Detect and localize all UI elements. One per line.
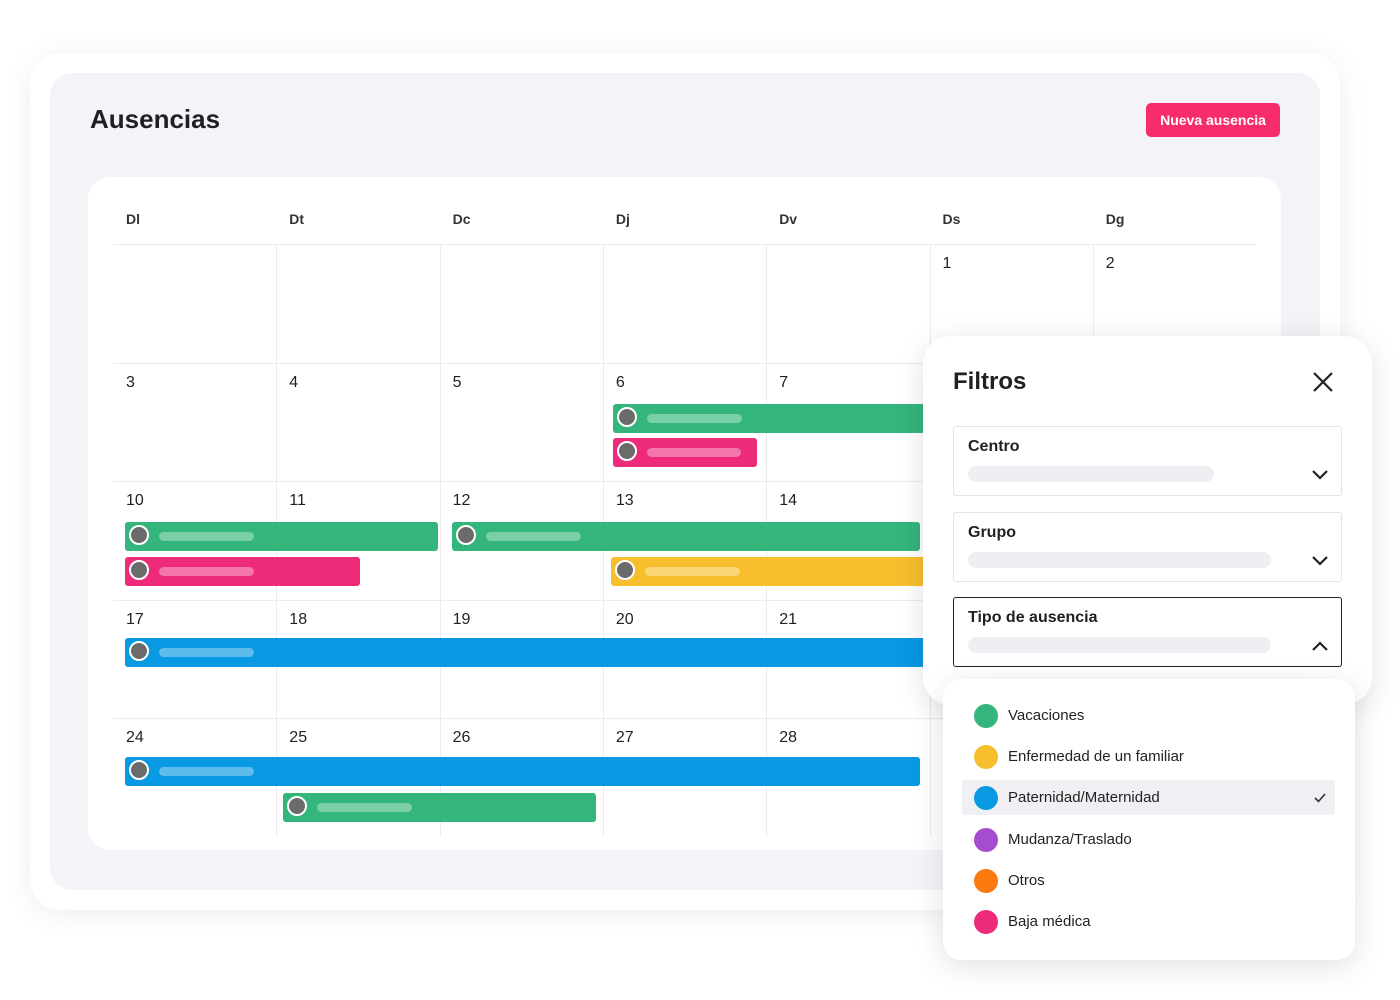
absence-bar[interactable] bbox=[125, 522, 438, 551]
avatar bbox=[129, 560, 149, 580]
row-divider bbox=[113, 718, 1256, 719]
chevron bbox=[1312, 555, 1328, 566]
filters-title: Filtros bbox=[953, 368, 1027, 395]
column-divider bbox=[439, 244, 441, 837]
option-label: Otros bbox=[1008, 871, 1045, 889]
option-label: Paternidad/Maternidad bbox=[1008, 789, 1160, 807]
absence-bar[interactable] bbox=[125, 757, 920, 786]
name-placeholder bbox=[647, 414, 742, 423]
absence-type-option[interactable]: Otros bbox=[962, 863, 1335, 898]
day-number: 18 bbox=[289, 610, 308, 628]
day-number: 1 bbox=[942, 255, 952, 272]
color-dot bbox=[974, 827, 998, 852]
day-number: 14 bbox=[779, 492, 797, 509]
absence-type-list: Vacaciones Enfermedad de un familiar Pater… bbox=[943, 679, 1355, 960]
absence-bar[interactable] bbox=[125, 638, 1005, 667]
color-dot bbox=[974, 745, 998, 770]
field-placeholder bbox=[968, 637, 1271, 653]
day-number: 20 bbox=[615, 610, 634, 628]
absence-type-option[interactable]: Vacaciones bbox=[962, 698, 1335, 733]
weekday-label: Dg bbox=[1105, 211, 1125, 227]
name-placeholder bbox=[486, 532, 581, 541]
option-label: Enfermedad de un familiar bbox=[1008, 748, 1184, 766]
option-label: Mudanza/Traslado bbox=[1008, 830, 1132, 848]
absence-bar[interactable] bbox=[283, 793, 596, 822]
chevron bbox=[1312, 641, 1328, 651]
name-placeholder bbox=[159, 767, 254, 776]
weekday-label: Dt bbox=[289, 211, 305, 227]
chevron bbox=[1312, 470, 1328, 480]
absence-bar[interactable] bbox=[452, 522, 920, 551]
header-divider bbox=[113, 244, 1256, 245]
day-number: 19 bbox=[452, 610, 471, 628]
day-number: 17 bbox=[126, 610, 144, 628]
absence-type-option[interactable]: Enfermedad de un familiar bbox=[962, 739, 1335, 774]
day-number: 26 bbox=[452, 729, 471, 746]
day-number: 6 bbox=[615, 373, 625, 391]
avatar bbox=[129, 641, 149, 661]
field-label: Grupo bbox=[968, 523, 1016, 541]
field-placeholder bbox=[968, 551, 1271, 568]
day-number: 12 bbox=[452, 492, 471, 509]
name-placeholder bbox=[645, 567, 740, 576]
absence-type-option[interactable]: Paternidad/Maternidad bbox=[962, 780, 1335, 816]
day-number: 28 bbox=[779, 729, 797, 746]
option-label: Baja médica bbox=[1008, 913, 1091, 930]
day-number: 24 bbox=[126, 729, 144, 746]
day-number: 27 bbox=[615, 729, 634, 746]
page-title: Ausencias bbox=[90, 104, 221, 134]
filter-field[interactable]: Tipo de ausencia bbox=[953, 597, 1342, 667]
color-dot bbox=[974, 910, 998, 934]
name-placeholder bbox=[159, 648, 254, 657]
day-number: 2 bbox=[1105, 255, 1115, 272]
option-label: Vacaciones bbox=[1008, 707, 1085, 724]
avatar bbox=[129, 525, 149, 545]
absence-bar[interactable] bbox=[125, 557, 360, 586]
day-number: 4 bbox=[289, 373, 299, 391]
field-label: Tipo de ausencia bbox=[968, 609, 1098, 626]
avatar bbox=[617, 407, 637, 427]
avatar bbox=[129, 760, 149, 780]
check-icon bbox=[1314, 793, 1326, 804]
day-number: 21 bbox=[779, 610, 797, 628]
weekday-label: Ds bbox=[942, 211, 961, 227]
color-dot bbox=[974, 868, 998, 893]
absence-type-option[interactable]: Mudanza/Traslado bbox=[962, 822, 1335, 857]
name-placeholder bbox=[159, 567, 254, 576]
absence-bar[interactable] bbox=[613, 438, 757, 467]
day-number: 25 bbox=[289, 729, 308, 746]
day-number: 7 bbox=[779, 373, 789, 391]
name-placeholder bbox=[159, 532, 254, 541]
day-number: 11 bbox=[289, 492, 306, 509]
color-dot bbox=[974, 786, 998, 811]
absence-type-option[interactable]: Baja médica bbox=[962, 904, 1335, 939]
field-label: Centro bbox=[968, 438, 1020, 455]
filter-field[interactable]: Grupo bbox=[953, 511, 1342, 582]
weekday-label: Dv bbox=[779, 211, 798, 227]
day-number: 10 bbox=[126, 492, 144, 509]
avatar bbox=[615, 560, 635, 580]
field-placeholder bbox=[968, 466, 1214, 482]
name-placeholder bbox=[317, 803, 412, 812]
avatar bbox=[617, 441, 637, 461]
close-button[interactable] bbox=[1311, 370, 1335, 394]
row-divider bbox=[113, 362, 1256, 364]
weekday-label: Dl bbox=[126, 211, 140, 227]
day-number: 5 bbox=[452, 373, 462, 391]
weekday-label: Dj bbox=[615, 211, 630, 227]
avatar bbox=[287, 796, 307, 816]
row-divider bbox=[113, 481, 1256, 482]
avatar bbox=[456, 525, 476, 545]
color-dot bbox=[974, 704, 998, 728]
day-number: 13 bbox=[615, 492, 634, 509]
name-placeholder bbox=[647, 448, 741, 457]
day-number: 3 bbox=[126, 373, 135, 391]
filters-panel: Filtros Centro Grupo Tipo de ausencia bbox=[923, 336, 1372, 705]
row-divider bbox=[113, 599, 1256, 601]
weekday-label: Dc bbox=[452, 211, 471, 227]
filter-field[interactable]: Centro bbox=[953, 426, 1342, 496]
new-absence-button[interactable]: Nueva ausencia bbox=[1146, 103, 1280, 137]
